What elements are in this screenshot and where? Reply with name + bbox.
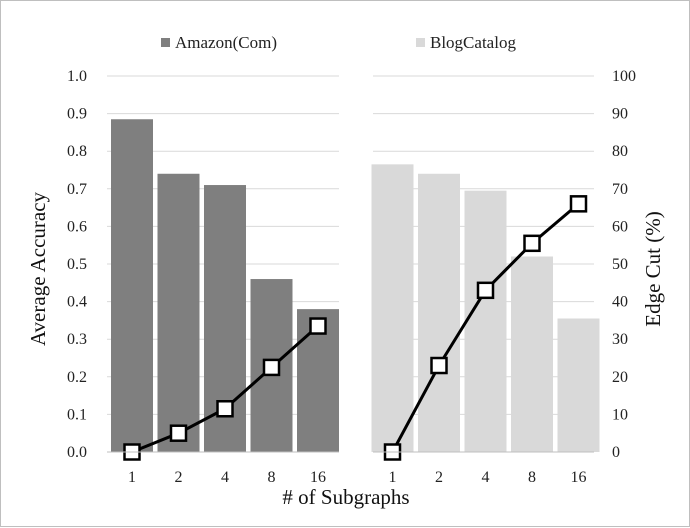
edge-cut-marker xyxy=(169,424,188,442)
axes: 0.0 0.1 0.2 0.3 0.4 0.5 0.6 0.7 0.8 0.9 1.0 0 10 20 30… xyxy=(67,68,636,486)
y-tick-label: 0.2 xyxy=(67,369,87,386)
x-tick-label: 16 xyxy=(571,469,587,486)
x-tick-label: 8 xyxy=(268,469,276,486)
x-tick-label: 4 xyxy=(482,469,490,486)
edge-cut-marker xyxy=(523,234,541,253)
bar xyxy=(157,173,200,452)
x-tick-label: 4 xyxy=(221,469,229,486)
y-axis-title: Average Accuracy xyxy=(26,191,50,346)
y2-tick-label: 50 xyxy=(612,256,628,273)
x-tick-label: 2 xyxy=(435,469,443,486)
edge-cut-marker xyxy=(216,400,234,418)
y-tick-label: 0.1 xyxy=(67,406,87,423)
edge-cut-lines xyxy=(123,195,588,461)
y2-tick-label: 0 xyxy=(612,444,620,461)
bar xyxy=(371,164,414,453)
y-tick-label: 0.9 xyxy=(67,106,87,123)
bar xyxy=(511,256,553,452)
y-tick-label: 1.0 xyxy=(67,68,87,85)
y2-tick-label: 10 xyxy=(612,406,628,423)
x-tick-label: 1 xyxy=(389,469,397,486)
bar xyxy=(557,318,600,452)
bar xyxy=(418,173,460,452)
bar xyxy=(111,119,153,453)
bar xyxy=(464,190,507,452)
legend-swatch xyxy=(161,38,170,47)
y2-tick-label: 60 xyxy=(612,218,628,235)
y-tick-label: 0.8 xyxy=(67,143,87,160)
y2-axis-title: Edge Cut (%) xyxy=(641,211,665,326)
y2-tick-label: 100 xyxy=(612,68,636,85)
y2-tick-label: 30 xyxy=(612,331,628,348)
x-tick-label: 2 xyxy=(175,469,183,486)
y2-tick-label: 80 xyxy=(612,143,628,160)
edge-cut-marker xyxy=(309,317,327,335)
y2-tick-label: 70 xyxy=(612,181,628,198)
y-tick-label: 0.5 xyxy=(67,256,87,273)
x-axis-title: # of Subgraphs xyxy=(282,485,409,509)
y2-tick-label: 90 xyxy=(612,106,628,123)
bars xyxy=(111,119,600,453)
y2-tick-label: 40 xyxy=(612,294,628,311)
y-tick-label: 0.3 xyxy=(67,331,87,348)
y-tick-label: 0.7 xyxy=(67,181,87,198)
y-tick-label: 0.0 xyxy=(67,444,87,461)
y-tick-label: 0.4 xyxy=(67,294,87,311)
legend: Amazon(Com) BlogCatalog xyxy=(161,33,516,52)
x-tick-label: 16 xyxy=(310,469,326,486)
y-tick-label: 0.6 xyxy=(67,218,87,235)
edge-cut-marker xyxy=(476,281,495,300)
legend-label: BlogCatalog xyxy=(430,33,516,52)
edge-cut-marker xyxy=(430,356,448,375)
legend-swatch xyxy=(416,38,425,47)
x-tick-label: 1 xyxy=(128,469,136,486)
x-tick-label: 8 xyxy=(528,469,536,486)
y2-tick-label: 20 xyxy=(612,369,628,386)
edge-cut-marker xyxy=(262,358,281,377)
legend-label: Amazon(Com) xyxy=(175,33,277,52)
edge-cut-marker xyxy=(569,195,588,213)
